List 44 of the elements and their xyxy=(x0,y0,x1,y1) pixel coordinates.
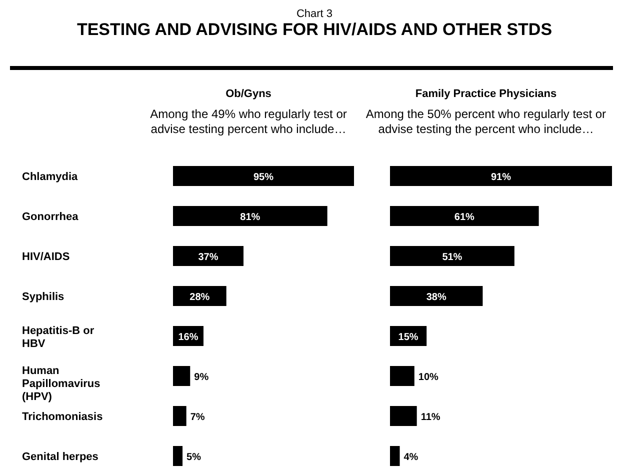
bar xyxy=(173,446,183,466)
bar xyxy=(390,166,612,186)
chart-subtitle: Among the 49% who regularly test or advise testing percent who include… xyxy=(149,107,348,137)
data-label: 61% xyxy=(454,212,475,223)
y-tick-label: Chlamydia xyxy=(22,171,79,183)
y-tick-label: Gonorrhea xyxy=(22,211,80,223)
bar xyxy=(390,446,400,466)
data-label: 16% xyxy=(178,332,198,343)
bar xyxy=(390,286,483,306)
chart-subtitle: Among the 50% percent who regularly test or advise testing the percent who include… xyxy=(364,107,608,137)
chart-title: Family Practice Physicians xyxy=(414,88,558,100)
y-tick-label: Hepatitis-B or HBV xyxy=(22,325,95,350)
bar xyxy=(173,366,190,386)
bar xyxy=(173,246,244,266)
bar xyxy=(390,206,539,226)
bar xyxy=(390,366,414,386)
bar xyxy=(173,166,354,186)
bar xyxy=(173,206,328,226)
data-label: 11% xyxy=(420,412,440,423)
bar xyxy=(173,286,226,306)
data-label: 5% xyxy=(186,452,202,463)
chart-title: Ob/Gyns xyxy=(224,88,272,100)
data-label: 91% xyxy=(490,172,512,183)
data-label: 7% xyxy=(190,412,205,423)
data-label: 4% xyxy=(404,452,418,463)
data-label: 51% xyxy=(442,252,462,263)
text: TESTING AND ADVISING FOR HIV/AIDS AND OTHER STDS xyxy=(76,20,554,40)
y-tick-label: Human Papillomavirus (HPV) xyxy=(22,365,100,403)
data-label: 37% xyxy=(198,252,218,263)
data-label: 9% xyxy=(194,372,209,383)
y-tick-label: Trichomoniasis xyxy=(22,411,103,423)
data-label: 81% xyxy=(240,212,260,223)
y-tick-label: Genital herpes xyxy=(22,451,98,463)
bar xyxy=(390,406,417,426)
data-label: 28% xyxy=(190,292,210,303)
caption: Chart 3 xyxy=(295,8,334,20)
data-label: 38% xyxy=(426,292,446,303)
data-label: 15% xyxy=(398,332,418,343)
y-tick-label: Syphilis xyxy=(22,291,64,303)
data-label: 10% xyxy=(418,372,439,383)
data-label: 95% xyxy=(253,172,274,183)
bar xyxy=(173,406,186,426)
y-tick-label: HIV/AIDS xyxy=(22,251,70,263)
bar xyxy=(390,246,514,266)
